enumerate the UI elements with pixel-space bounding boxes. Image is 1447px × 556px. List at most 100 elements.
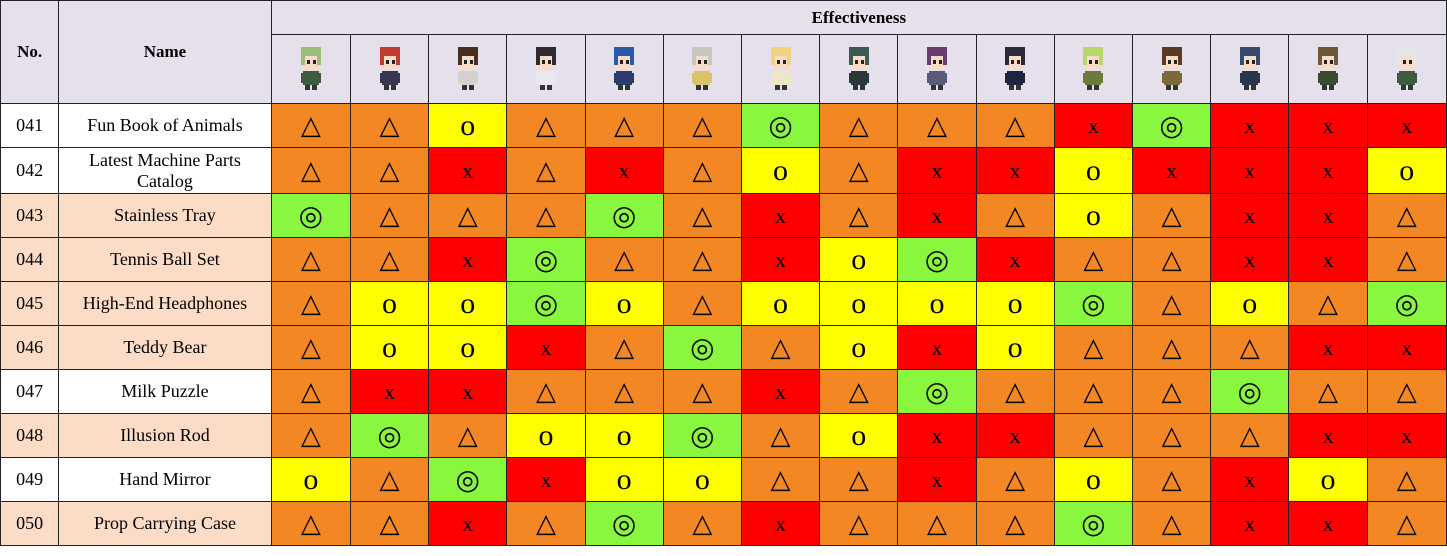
character-avatar-row: [1, 34, 1447, 104]
character-7-icon: [765, 43, 797, 96]
column-header-name: Name: [58, 0, 272, 104]
triangle-mark: △: [506, 193, 586, 238]
character-column-header: [1210, 34, 1290, 104]
double-circle-mark: ◎: [1366, 281, 1447, 326]
item-number: 046: [0, 325, 60, 370]
character-column-header: [897, 34, 977, 104]
double-circle-mark: ◎: [506, 237, 586, 282]
triangle-mark: △: [897, 103, 977, 148]
triangle-mark: △: [819, 501, 899, 546]
triangle-mark: △: [270, 103, 351, 148]
character-column-header: [662, 34, 742, 104]
triangle-mark: △: [349, 501, 430, 546]
triangle-mark: △: [1210, 325, 1290, 370]
character-8-icon: [843, 43, 875, 96]
o-mark: o: [819, 325, 899, 370]
o-mark: o: [506, 413, 586, 458]
item-name: Tennis Ball Set: [58, 237, 272, 282]
triangle-mark: △: [1053, 325, 1133, 370]
character-column-header: [819, 34, 899, 104]
table-row: 046 Teddy Bear △ o o x △ ◎ △ o x o △ △ △ x x: [0, 325, 1447, 370]
character-column-header: [1131, 34, 1212, 104]
double-circle-mark: ◎: [270, 193, 351, 238]
x-mark: x: [1366, 103, 1447, 148]
character-6-icon: [686, 43, 718, 96]
item-name: Illusion Rod: [58, 413, 272, 458]
x-mark: x: [1288, 325, 1368, 370]
x-mark: x: [1366, 325, 1447, 370]
triangle-mark: △: [819, 193, 899, 238]
x-mark: x: [1210, 147, 1290, 194]
x-mark: x: [1210, 501, 1290, 546]
table-body: 041 Fun Book of Animals △ △ o △ △ △ ◎ △ △ △ x ◎ x x x 042…: [0, 103, 1447, 546]
x-mark: x: [897, 457, 977, 502]
triangle-mark: △: [662, 147, 742, 194]
o-mark: o: [1053, 147, 1133, 194]
item-name: Milk Puzzle: [58, 369, 272, 414]
double-circle-mark: ◎: [740, 103, 821, 148]
triangle-mark: △: [1131, 501, 1212, 546]
item-number: 042: [0, 147, 60, 194]
character-column-header: [975, 34, 1055, 104]
double-circle-mark: ◎: [1053, 501, 1133, 546]
triangle-mark: △: [1131, 369, 1212, 414]
o-mark: o: [428, 325, 508, 370]
x-mark: x: [1131, 147, 1212, 194]
triangle-mark: △: [584, 369, 664, 414]
double-circle-mark: ◎: [897, 369, 977, 414]
o-mark: o: [1366, 147, 1447, 194]
double-circle-mark: ◎: [1131, 103, 1212, 148]
triangle-mark: △: [349, 193, 430, 238]
item-name: Fun Book of Animals: [58, 103, 272, 148]
character-4-icon: [530, 43, 562, 96]
triangle-mark: △: [740, 325, 821, 370]
triangle-mark: △: [506, 369, 586, 414]
o-mark: o: [1053, 193, 1133, 238]
x-mark: x: [428, 237, 508, 282]
x-mark: x: [897, 413, 977, 458]
character-12-icon: [1156, 43, 1188, 96]
character-column-header: [1053, 34, 1133, 104]
triangle-mark: △: [506, 103, 586, 148]
o-mark: o: [1288, 457, 1368, 502]
o-mark: o: [975, 281, 1055, 326]
triangle-mark: △: [1131, 193, 1212, 238]
item-number: 041: [0, 103, 60, 148]
x-mark: x: [897, 193, 977, 238]
triangle-mark: △: [1131, 413, 1212, 458]
triangle-mark: △: [428, 193, 508, 238]
x-mark: x: [1288, 147, 1368, 194]
character-column-header: [584, 34, 664, 104]
double-circle-mark: ◎: [584, 501, 664, 546]
triangle-mark: △: [349, 457, 430, 502]
x-mark: x: [897, 147, 977, 194]
triangle-mark: △: [349, 237, 430, 282]
x-mark: x: [740, 193, 821, 238]
triangle-mark: △: [1366, 457, 1447, 502]
double-circle-mark: ◎: [349, 413, 430, 458]
o-mark: o: [897, 281, 977, 326]
triangle-mark: △: [1131, 237, 1212, 282]
triangle-mark: △: [506, 501, 586, 546]
triangle-mark: △: [662, 103, 742, 148]
o-mark: o: [740, 281, 821, 326]
character-1-icon: [295, 43, 327, 96]
character-11-icon: [1077, 43, 1109, 96]
triangle-mark: △: [975, 103, 1055, 148]
triangle-mark: △: [584, 237, 664, 282]
x-mark: x: [584, 147, 664, 194]
triangle-mark: △: [1131, 281, 1212, 326]
column-header-no: No.: [0, 0, 60, 104]
item-name: Latest Machine Parts Catalog: [58, 147, 272, 194]
x-mark: x: [506, 325, 586, 370]
x-mark: x: [1366, 413, 1447, 458]
x-mark: x: [1288, 237, 1368, 282]
character-14-icon: [1312, 43, 1344, 96]
double-circle-mark: ◎: [897, 237, 977, 282]
x-mark: x: [897, 325, 977, 370]
o-mark: o: [270, 457, 351, 502]
triangle-mark: △: [270, 413, 351, 458]
character-column-header: [1288, 34, 1368, 104]
triangle-mark: △: [428, 413, 508, 458]
triangle-mark: △: [1366, 193, 1447, 238]
